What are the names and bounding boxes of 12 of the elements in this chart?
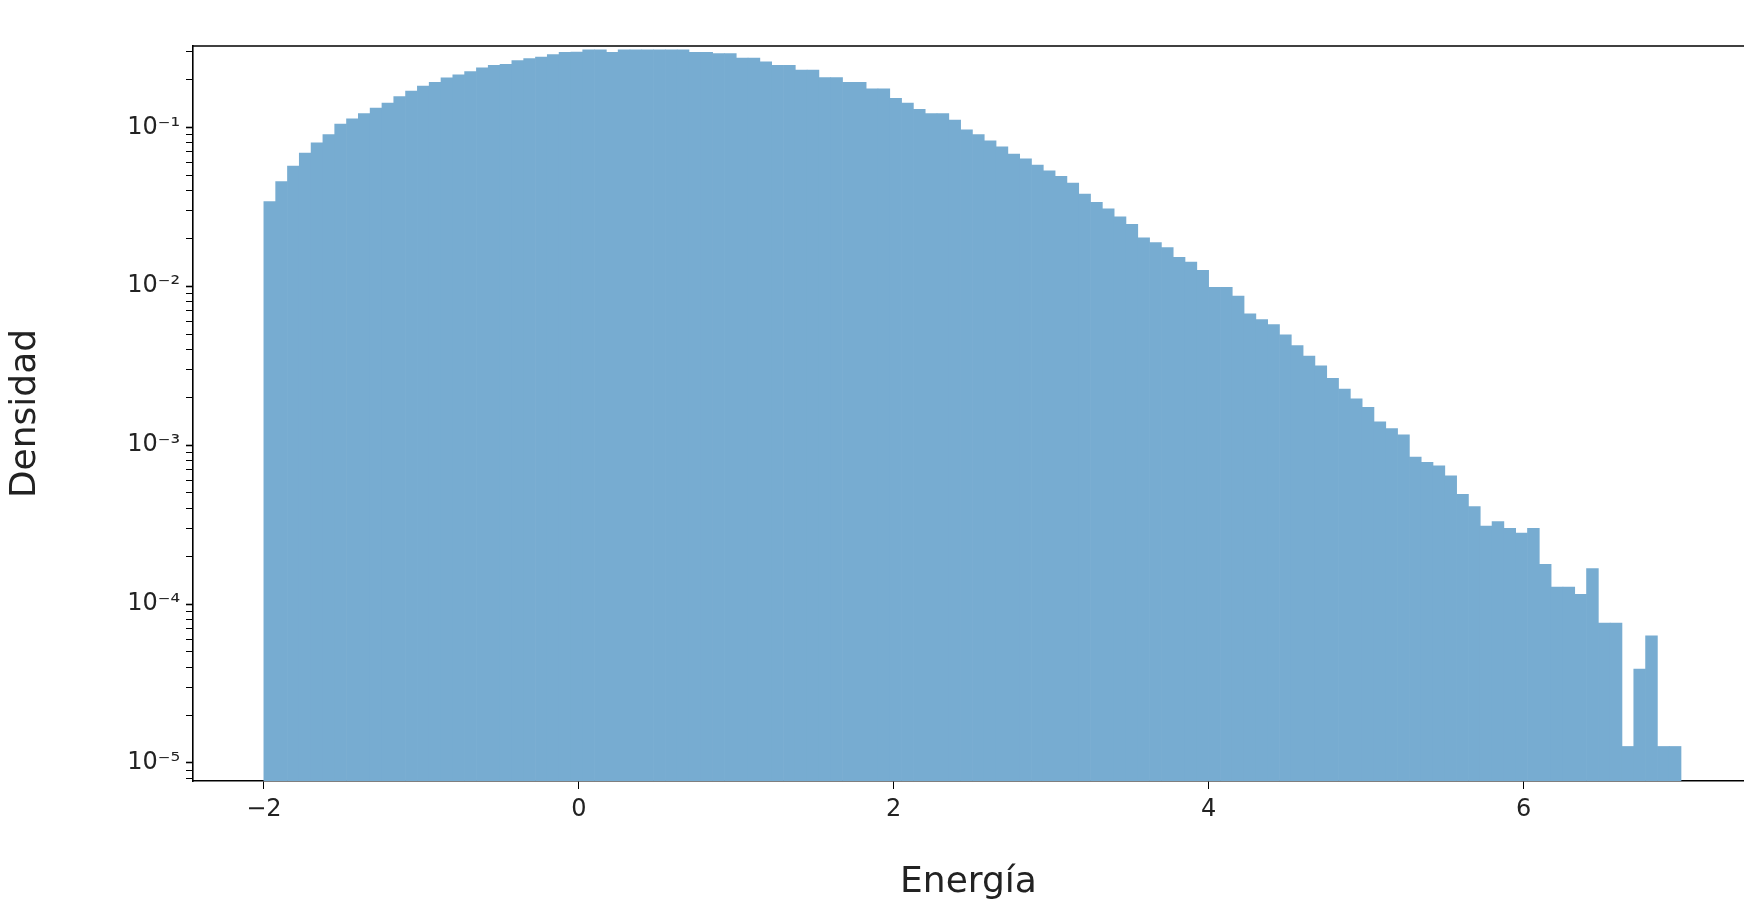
- y-axis-title: Densidad: [1, 328, 43, 499]
- x-tick-label: 4: [1200, 793, 1217, 822]
- y-tick-label: 10⁻⁴: [127, 588, 180, 617]
- x-tick-label: 2: [886, 793, 902, 822]
- x-tick-label: 0: [571, 793, 587, 822]
- x-tick-label: 6: [1515, 793, 1532, 822]
- x-tick-label: −2: [246, 793, 282, 822]
- y-tick-label: 10⁻¹: [127, 111, 180, 140]
- y-tick-label: 10⁻²: [127, 270, 180, 299]
- y-tick-label: 10⁻⁵: [127, 747, 180, 776]
- y-tick-label: 10⁻³: [127, 429, 180, 458]
- x-axis-title: Energía: [900, 858, 1037, 900]
